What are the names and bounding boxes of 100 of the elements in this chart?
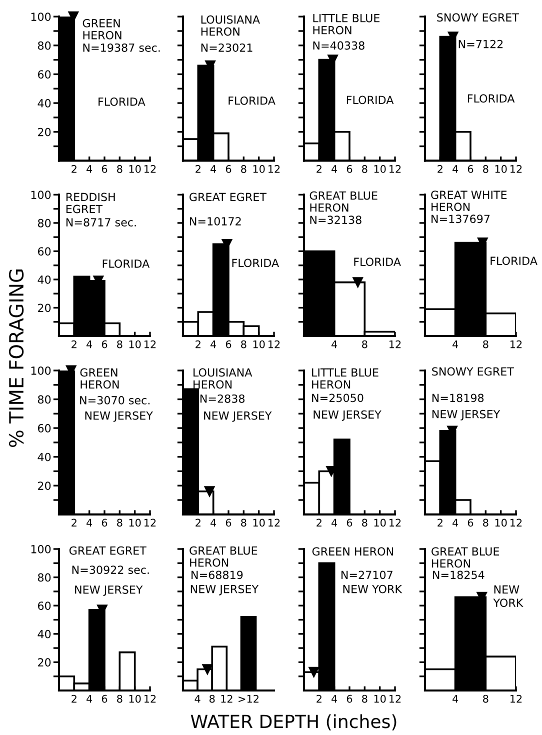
x-tick-label: 12 — [144, 694, 156, 703]
x-tick-label: 6 — [226, 340, 232, 348]
chart-title: SNOWY EGRET — [432, 367, 514, 376]
x-tick-label: 6 — [346, 165, 352, 173]
annotation: FLORIDA — [468, 94, 515, 103]
x-tick-label: 8 — [483, 518, 488, 527]
x-tick-label: 4 — [332, 518, 338, 526]
chart-title: GREAT BLUE HERON — [310, 191, 378, 212]
x-tick-label: 12 — [144, 165, 156, 173]
annotation: NEW JERSEY — [190, 584, 259, 596]
x-tick-label: 8 — [210, 694, 215, 703]
chart-title: GREAT WHITE HERON — [431, 190, 507, 212]
annotation: NEW JERSEY — [85, 411, 153, 422]
y-tick-label: 40 — [38, 630, 51, 638]
x-tick-label: 10 — [253, 340, 265, 348]
annotation: NEW JERSEY — [204, 411, 272, 422]
text: N=68819 — [192, 570, 243, 580]
chart-title: GREAT EGRET — [69, 546, 146, 555]
x-tick-label: 12 — [390, 165, 401, 173]
y-tick-label: 60 — [38, 602, 51, 610]
x-tick-label: 2 — [438, 165, 442, 173]
annotation: FLORIDA — [98, 97, 146, 106]
x-tick-label: 6 — [226, 518, 232, 527]
x-tick-label: 8 — [483, 694, 488, 703]
text: N=137697 — [432, 214, 490, 224]
annotation: FLORIDA — [102, 259, 150, 268]
x-tick-label: 6 — [102, 340, 108, 348]
x-tick-label: 6 — [226, 165, 232, 173]
y-tick-label: 40 — [38, 99, 51, 108]
y-tick-label: 80 — [38, 41, 51, 50]
x-tick-label: 2 — [196, 165, 200, 173]
y-tick-label: 80 — [38, 218, 51, 228]
chart-title: LOUISIANA HERON — [194, 368, 252, 389]
x-tick-label: 10 — [129, 165, 141, 173]
text: N=23021 — [201, 43, 252, 52]
y-tick-label: 20 — [38, 128, 51, 136]
text: N=18254 — [433, 570, 484, 580]
x-tick-label: 12 — [510, 340, 522, 348]
chart-title: SNOWY EGRET — [437, 13, 519, 22]
text: N=2838 — [200, 394, 245, 403]
x-tick-label: 12 — [268, 340, 280, 348]
text: N=30922 sec. — [72, 566, 149, 574]
chart-title: REDDISH EGRET — [66, 192, 115, 214]
y-tick-label: 80 — [38, 395, 51, 404]
text: N=32138 — [310, 216, 362, 224]
text: N=27107 — [341, 570, 392, 580]
x-tick-label: 8 — [241, 165, 246, 173]
x-tick-label: 4 — [332, 694, 338, 703]
x-tick-label: >12 — [238, 694, 258, 703]
annotation: FLORIDA — [346, 96, 394, 104]
chart-title: GREAT BLUE HERON — [190, 546, 258, 567]
x-tick-label: 6 — [102, 165, 108, 173]
x-tick-label: 12 — [144, 518, 156, 526]
x-tick-label: 6 — [102, 518, 108, 527]
x-tick-label: 12 — [510, 694, 522, 703]
y-tick-label: 100 — [31, 12, 51, 21]
x-tick-label: 8 — [362, 165, 368, 173]
annotation: FLORIDA — [232, 258, 280, 268]
y-tick-label: 20 — [38, 482, 51, 490]
y-tick-label: 80 — [38, 573, 51, 582]
x-tick-label: 8 — [362, 694, 368, 703]
y-tick-label: 20 — [38, 304, 51, 312]
y-tick-label: 20 — [38, 658, 51, 667]
x-tick-label: 8 — [483, 340, 488, 348]
x-tick-label: 4 — [86, 340, 92, 348]
x-tick-label: 4 — [452, 340, 458, 348]
text: N=40338 — [313, 41, 364, 50]
chart-title: LITTLE BLUE HERON — [313, 14, 380, 34]
x-tick-label: 8 — [241, 518, 246, 527]
x-tick-label: 10 — [129, 340, 141, 348]
x-tick-label: 2 — [316, 518, 322, 526]
annotation: FLORIDA — [490, 256, 538, 266]
x-tick-label: 8 — [241, 340, 246, 348]
x-tick-label: 4 — [332, 340, 338, 348]
chart-title: GREAT EGRET — [190, 192, 267, 202]
x-tick-label: 6 — [468, 518, 474, 527]
x-tick-label: 10 — [495, 518, 507, 527]
x-tick-label: 8 — [362, 518, 368, 527]
annotation: NEW YORK — [343, 584, 402, 594]
y-tick-label: 60 — [38, 247, 51, 256]
x-tick-label: 2 — [72, 340, 76, 348]
x-tick-label: 8 — [117, 518, 122, 527]
y-tick-label: 60 — [38, 424, 51, 432]
x-tick-label: 4 — [452, 518, 458, 526]
x-tick-label: 10 — [129, 694, 141, 703]
x-tick-label: 12 — [510, 518, 522, 526]
x-axis-title: WATER DEPTH (inches) — [190, 714, 396, 730]
x-tick-label: 12 — [268, 518, 280, 526]
x-tick-label: 2 — [72, 518, 76, 526]
x-tick-label: 2 — [72, 694, 76, 703]
x-tick-label: 12 — [510, 165, 522, 173]
x-tick-label: 2 — [438, 518, 442, 526]
x-tick-label: 10 — [495, 165, 507, 173]
x-tick-label: 2 — [196, 340, 200, 348]
x-tick-label: 12 — [390, 694, 401, 703]
x-tick-label: 4 — [86, 694, 92, 703]
chart-title: GREAT BLUE HERON — [432, 547, 500, 568]
x-tick-label: 12 — [144, 340, 156, 348]
chart-title: LOUISIANA HERON — [201, 15, 260, 36]
x-tick-label: 6 — [346, 518, 352, 527]
